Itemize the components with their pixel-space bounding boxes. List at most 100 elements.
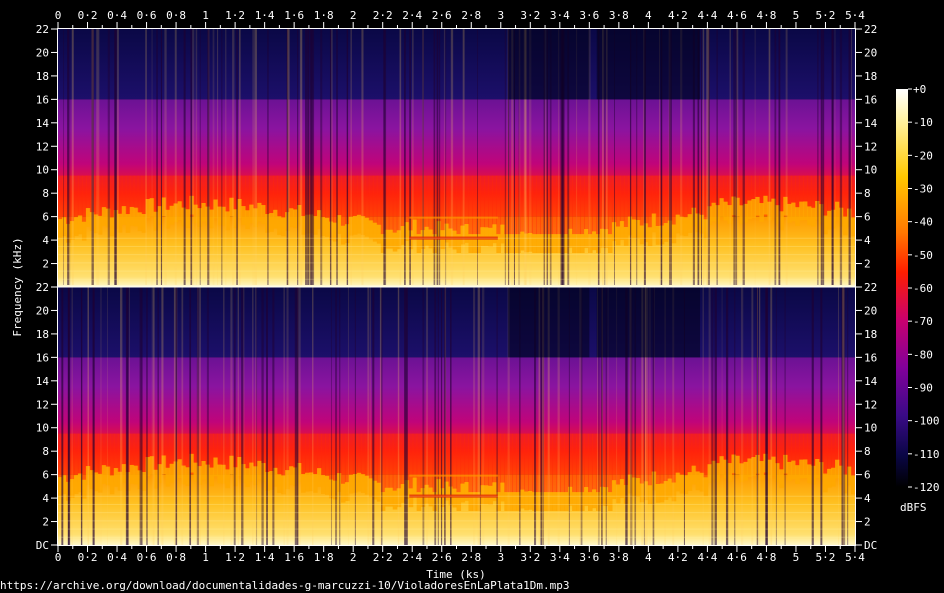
x-tick-label-top: 1·6: [284, 9, 304, 22]
y-tick-label-right: 2: [864, 516, 871, 529]
x-tick-label-top: 0·2: [78, 9, 98, 22]
colorbar-tick-label: -40: [913, 216, 933, 229]
x-tick-label-bottom: 0·8: [166, 551, 186, 564]
x-tick-label-top: 2·6: [432, 9, 452, 22]
x-tick-label-top: 2: [350, 9, 357, 22]
y-tick-label-left: 16: [36, 351, 49, 364]
colorbar-tick-label: -120: [913, 481, 940, 494]
x-tick-label-top: 2·4: [402, 9, 422, 22]
y-tick-label-right: 22: [864, 23, 877, 36]
y-tick-label-right: 18: [864, 328, 877, 341]
y-tick-label-left: 6: [42, 469, 49, 482]
x-tick-label-bottom: 1·6: [284, 551, 304, 564]
y-tick-label-right: 2: [864, 258, 871, 271]
y-tick-label-right: 14: [864, 117, 878, 130]
y-tick-label-left: 22: [36, 281, 49, 294]
y-tick-label-right: 16: [864, 351, 877, 364]
y-tick-label-right: 16: [864, 93, 877, 106]
x-tick-label-top: 1·2: [225, 9, 245, 22]
x-tick-label-bottom: 2·8: [461, 551, 481, 564]
y-tick-label-right: 8: [864, 187, 871, 200]
x-tick-label-bottom: 3·6: [579, 551, 599, 564]
x-tick-label-bottom: 4·6: [727, 551, 747, 564]
x-tick-label-bottom: 3: [497, 551, 504, 564]
colorbar-tick-label: -50: [913, 249, 933, 262]
x-tick-label-top: 1: [202, 9, 209, 22]
colorbar-tick-label: -60: [913, 282, 933, 295]
x-tick-label-top: 2·2: [373, 9, 393, 22]
x-tick-label-top: 1·8: [314, 9, 334, 22]
x-tick-label-bottom: 5: [793, 551, 800, 564]
x-tick-label-bottom: 4·2: [668, 551, 688, 564]
x-tick-label-top: 3·4: [550, 9, 570, 22]
y-tick-label-left: 2: [42, 258, 49, 271]
x-tick-label-bottom: 4: [645, 551, 652, 564]
x-tick-label-top: 2·8: [461, 9, 481, 22]
colorbar-label: dBFS: [900, 501, 927, 514]
y-axis-label: Frequency (kHz): [11, 237, 24, 336]
y-tick-label-left: 18: [36, 328, 49, 341]
x-tick-label-top: 5·2: [816, 9, 836, 22]
y-tick-label-right: 20: [864, 46, 877, 59]
x-tick-label-bottom: 0: [55, 551, 62, 564]
x-tick-label-bottom: 1·8: [314, 551, 334, 564]
x-tick-label-bottom: 1: [202, 551, 209, 564]
x-tick-label-top: 0·4: [107, 9, 127, 22]
y-tick-label-right: 6: [864, 469, 871, 482]
x-tick-label-top: 3·2: [520, 9, 540, 22]
y-tick-label-right: 12: [864, 140, 877, 153]
y-tick-label-left: 10: [36, 164, 49, 177]
x-tick-label-bottom: 3·4: [550, 551, 570, 564]
y-tick-label-left: 4: [42, 492, 49, 505]
colorbar: [896, 89, 908, 487]
y-tick-label-right: 20: [864, 304, 877, 317]
y-tick-label-right: 4: [864, 492, 871, 505]
x-tick-label-bottom: 1·4: [255, 551, 275, 564]
colorbar-tick-label: -90: [913, 382, 933, 395]
colorbar-tick-label: -80: [913, 348, 933, 361]
x-tick-label-top: 4: [645, 9, 652, 22]
colorbar-ticks: +0 -10 -20 -30 -40 -50 -60 -70 -80 -90 -100 -110 -12…: [908, 83, 940, 494]
x-tick-label-bottom: 5·2: [816, 551, 836, 564]
y-tick-label-right: 18: [864, 70, 877, 83]
colorbar-tick-label: -30: [913, 183, 933, 196]
x-axis-label: Time (ks): [426, 568, 486, 581]
y-tick-label-left: 20: [36, 304, 49, 317]
x-tick-label-bottom: 0·2: [78, 551, 98, 564]
x-tick-label-top: 5·4: [845, 9, 865, 22]
x-tick-label-bottom: 4·4: [697, 551, 717, 564]
x-tick-label-top: 4·2: [668, 9, 688, 22]
y-tick-label-left: 8: [42, 187, 49, 200]
colorbar-tick-label: -70: [913, 315, 933, 328]
spectrogram-channel-1: [58, 29, 855, 287]
y-tick-label-left: 6: [42, 211, 49, 224]
x-tick-label-top: 0·6: [137, 9, 157, 22]
x-tick-label-bottom: 2: [350, 551, 357, 564]
x-tick-label-bottom: 4·8: [757, 551, 777, 564]
x-tick-label-top: 3·8: [609, 9, 629, 22]
y-tick-label-left: 12: [36, 140, 49, 153]
x-tick-label-top: 5: [793, 9, 800, 22]
colorbar-tick-label: -100: [913, 415, 940, 428]
y-tick-label-left: 2: [42, 516, 49, 529]
y-tick-label-left: 4: [42, 234, 49, 247]
y-tick-label-right: 22: [864, 281, 877, 294]
colorbar-tick-label: -10: [913, 116, 933, 129]
y-tick-label-right: 6: [864, 211, 871, 224]
x-tick-label-bottom: 3·8: [609, 551, 629, 564]
y-tick-label-right: DC: [864, 539, 877, 552]
x-tick-label-bottom: 2·6: [432, 551, 452, 564]
y-tick-label-left: 10: [36, 422, 49, 435]
x-tick-label-top: 0·8: [166, 9, 186, 22]
y-tick-label-right: 10: [864, 422, 877, 435]
y-tick-label-left: 16: [36, 93, 49, 106]
x-tick-label-top: 0: [55, 9, 62, 22]
y-tick-label-left: 14: [36, 375, 50, 388]
x-tick-label-top: 3·6: [579, 9, 599, 22]
y-tick-label-right: 4: [864, 234, 871, 247]
y-tick-label-left: 20: [36, 46, 49, 59]
x-tick-label-bottom: 0·4: [107, 551, 127, 564]
y-tick-label-right: 10: [864, 164, 877, 177]
x-tick-label-bottom: 2·4: [402, 551, 422, 564]
